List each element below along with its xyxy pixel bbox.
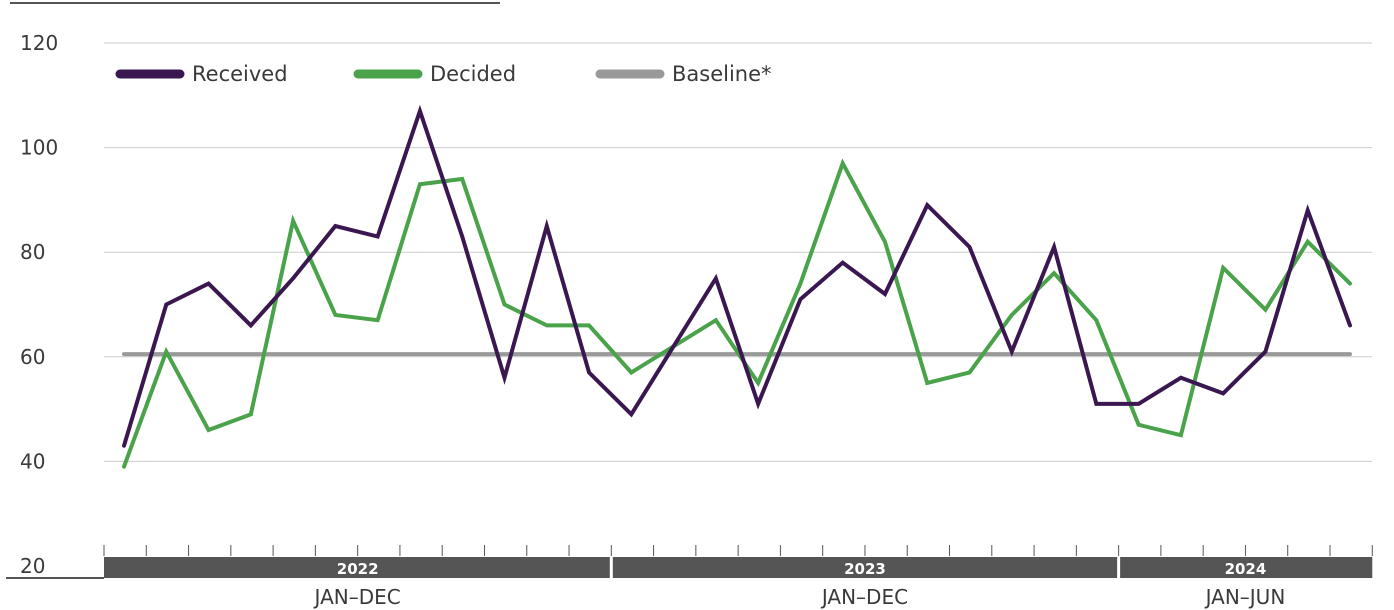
- year-band-2022: [104, 557, 610, 578]
- y-tick-label: 60: [20, 345, 45, 369]
- legend-label: Decided: [430, 62, 516, 86]
- y-tick-label: 80: [20, 240, 45, 264]
- range-label: JAN–DEC: [820, 585, 908, 609]
- year-bands: 2022 JAN–DEC 2023 JAN–DEC 2024 JAN–JUN: [104, 557, 1373, 609]
- gridlines: [104, 42, 1372, 462]
- y-axis-tick-labels: 20 40 60 80 100 120: [20, 31, 58, 578]
- year-band-2023: [612, 557, 1118, 578]
- range-label: JAN–JUN: [1204, 585, 1286, 609]
- year-label: 2024: [1225, 560, 1267, 578]
- range-label: JAN–DEC: [313, 585, 401, 609]
- year-band-2024: [1120, 557, 1373, 578]
- legend-label: Baseline*: [672, 62, 772, 86]
- year-label: 2023: [844, 560, 886, 578]
- y-tick-label: 120: [20, 31, 58, 55]
- y-tick-label: 100: [20, 136, 58, 160]
- legend-label: Received: [192, 62, 288, 86]
- legend: Received Decided Baseline*: [115, 62, 772, 86]
- y-tick-label: 20: [20, 554, 45, 578]
- series-line-decided: [122, 158, 1352, 469]
- y-tick-label: 40: [20, 449, 45, 473]
- series-lines: [122, 104, 1352, 469]
- series-line-received: [122, 104, 1352, 448]
- x-axis-ticks: [103, 545, 1373, 556]
- year-label: 2022: [337, 560, 379, 578]
